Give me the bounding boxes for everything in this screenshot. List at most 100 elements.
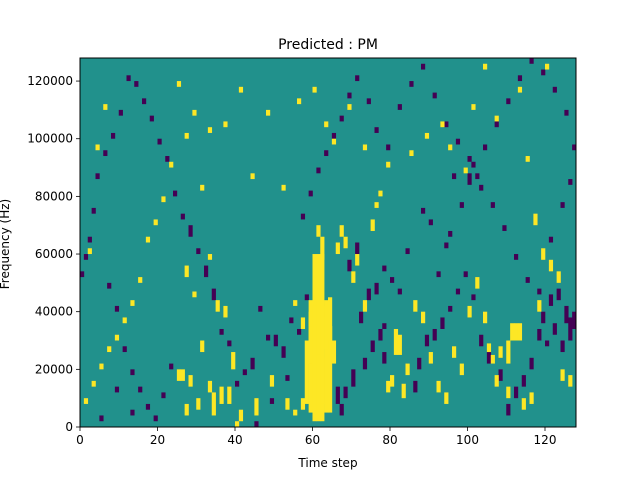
heatmap-cell-low	[266, 334, 271, 341]
heatmap-cell-low	[467, 173, 472, 185]
y-tick-label: 100000	[27, 132, 73, 146]
heatmap-cell-high	[409, 150, 414, 157]
heatmap-cell-low	[541, 311, 546, 324]
y-tick-label: 120000	[27, 74, 73, 88]
heatmap-cell-low	[467, 156, 472, 162]
heatmap-cell-high	[335, 242, 340, 255]
heatmap-cell-low	[452, 173, 457, 180]
heatmap-cell-high	[494, 375, 499, 387]
heatmap-cell-high	[308, 311, 313, 327]
heatmap-cell-high	[184, 265, 189, 278]
x-axis-label: Time step	[297, 456, 357, 470]
heatmap-cell-low	[370, 340, 375, 353]
heatmap-cell-high	[238, 409, 244, 422]
heatmap-cell-low	[289, 317, 294, 324]
heatmap-cell-low	[111, 132, 116, 139]
heatmap-cell-low	[378, 328, 383, 341]
heatmap-cell-low	[517, 75, 523, 82]
heatmap-cell-low	[335, 386, 340, 404]
heatmap-cell-high	[510, 323, 515, 341]
heatmap-cell-high	[293, 409, 298, 416]
heatmap-cell-high	[541, 248, 546, 260]
heatmap-cell-low	[463, 271, 468, 278]
heatmap-cell-low	[219, 328, 224, 335]
heatmap-cell-high	[537, 300, 542, 312]
heatmap-cell-low	[374, 127, 379, 133]
heatmap-cell-low	[560, 202, 565, 208]
heatmap-cell-high	[424, 132, 430, 139]
y-tick-label: 40000	[35, 305, 73, 319]
heatmap-cell-high	[494, 115, 499, 122]
heatmap-cell-high	[219, 386, 224, 404]
heatmap-cell-high	[328, 297, 333, 341]
heatmap-cell-low	[99, 415, 104, 422]
heatmap-cell-high	[331, 138, 337, 145]
heatmap-cell-high	[475, 277, 480, 289]
heatmap-cell-low	[382, 265, 387, 272]
heatmap-cell-low	[537, 288, 542, 295]
heatmap-cell-low	[118, 109, 123, 116]
heatmap-cell-low	[552, 323, 557, 335]
heatmap-cell-high	[545, 63, 550, 70]
heatmap-cell-high	[200, 184, 205, 191]
heatmap-cell-low	[490, 202, 495, 208]
heatmap-cell-high	[169, 161, 174, 168]
heatmap-cell-low	[114, 386, 120, 393]
heatmap-cell-low	[316, 167, 321, 174]
heatmap-cell-high	[390, 375, 395, 387]
heatmap-cell-high	[347, 104, 352, 110]
x-tick-label: 0	[76, 433, 84, 447]
heatmap-cell-high	[87, 248, 92, 255]
heatmap-cell-low	[355, 242, 360, 255]
heatmap-cell-low	[428, 219, 433, 226]
heatmap-cell-low	[161, 392, 166, 399]
heatmap-cell-low	[479, 184, 484, 191]
heatmap-cell-high	[444, 392, 449, 404]
heatmap-cell-high	[436, 380, 441, 393]
heatmap-cell-low	[122, 346, 127, 353]
heatmap-cell-low	[529, 58, 534, 64]
heatmap-cell-low	[196, 248, 201, 255]
heatmap-cell-high	[316, 225, 321, 237]
heatmap-cell-low	[142, 98, 147, 105]
heatmap-cell-low	[564, 305, 569, 324]
heatmap-cell-high	[316, 288, 321, 355]
heatmap-cell-high	[370, 219, 375, 231]
heatmap-cell-high	[521, 398, 526, 410]
heatmap-cell-high	[176, 81, 182, 87]
heatmap-cell-low	[529, 357, 534, 370]
heatmap-cell-low	[448, 230, 453, 237]
y-axis-ticks: 0 20000 40000 60000 80000 100000 120000	[27, 74, 80, 434]
x-axis-ticks: 0 20 40 60 80 100 120	[76, 427, 556, 447]
heatmap-cell-high	[215, 300, 220, 312]
heatmap-cell-low	[506, 403, 511, 416]
heatmap-cell-low	[227, 340, 232, 347]
heatmap-cell-high	[486, 343, 492, 353]
heatmap-cell-high	[324, 305, 329, 413]
heatmap-cell-high	[448, 144, 453, 151]
heatmap-cell-low	[421, 63, 426, 70]
heatmap-cell-high	[180, 369, 185, 381]
heatmap-cell-high	[386, 161, 391, 168]
x-tick-label: 100	[456, 433, 479, 447]
heatmap-cell-high	[320, 236, 325, 260]
heatmap-cell-high	[254, 398, 259, 416]
heatmap-cell-low	[548, 294, 554, 306]
heatmap-cell-high	[440, 121, 445, 128]
heatmap-cell-high	[483, 311, 488, 324]
heatmap-cell-high	[184, 132, 189, 139]
heatmap-cell-high	[238, 86, 244, 93]
heatmap-cell-low	[285, 375, 290, 381]
heatmap-cell-low	[455, 288, 461, 295]
heatmap-cell-high	[351, 271, 356, 283]
heatmap-cell-low	[486, 352, 492, 364]
heatmap-cell-low	[421, 207, 426, 214]
heatmap-cell-high	[293, 300, 298, 306]
heatmap-cell-low	[308, 190, 313, 197]
heatmap-cell-high	[362, 300, 368, 312]
plot-frame	[79, 57, 577, 428]
heatmap-cell-low	[347, 92, 352, 99]
heatmap-cell-high	[355, 254, 360, 266]
heatmap-cell-low	[351, 369, 356, 387]
heatmap-cell-high	[517, 86, 523, 93]
